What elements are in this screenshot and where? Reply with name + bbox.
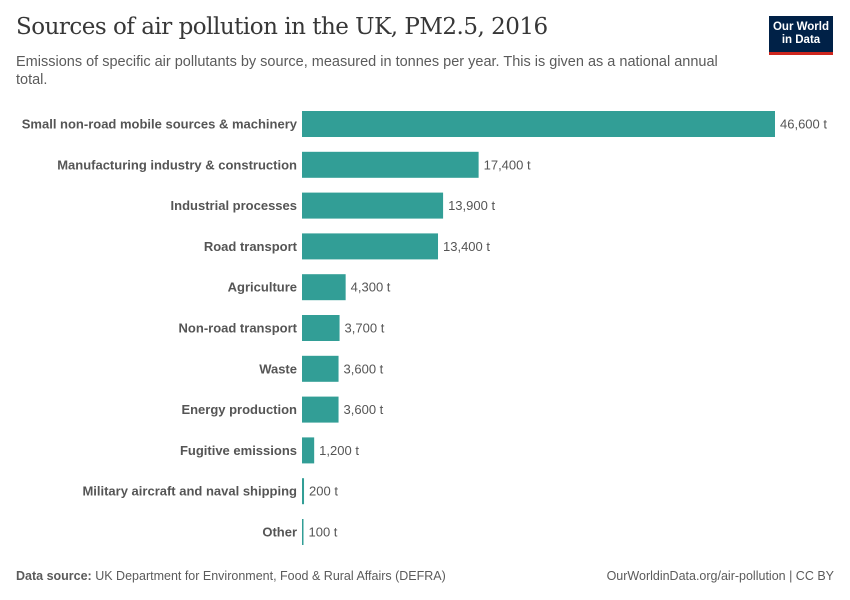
bar-3[interactable] [302,233,439,260]
chart-subtitle: Emissions of specific air pollutants by … [16,54,718,88]
value-label: 46,600 t [780,117,827,132]
value-label: 3,600 t [344,361,384,376]
logo-line1: Our World [772,21,829,33]
value-label: 100 t [309,525,338,540]
category-label: Energy production [181,402,297,417]
category-label: Waste [259,361,297,376]
bar-7[interactable] [302,396,339,423]
category-label: Non-road transport [179,321,298,336]
value-label: 1,200 t [319,443,359,458]
source-label: Data source: [16,569,92,583]
source-url[interactable]: OurWorldinData.org/air-pollution | CC BY [606,569,834,583]
category-label: Manufacturing industry & construction [57,157,297,172]
value-label: 3,700 t [345,321,385,336]
bar-2[interactable] [302,192,444,219]
value-label: 17,400 t [484,157,531,172]
value-label: 3,600 t [344,402,384,417]
category-label: Fugitive emissions [180,443,297,458]
source-text: UK Department for Environment, Food & Ru… [95,569,446,583]
bar-6[interactable] [302,355,339,382]
owid-logo[interactable]: Our World in Data [769,16,833,55]
value-label: 13,900 t [448,198,495,213]
category-label: Agriculture [228,280,297,295]
bar-1[interactable] [302,151,479,178]
chart-title: Sources of air pollution in the UK, PM2.… [16,14,548,40]
category-label: Other [262,525,297,540]
category-label: Small non-road mobile sources & machiner… [22,117,298,132]
bar-9[interactable] [302,478,305,505]
logo-line2: in Data [781,34,821,46]
category-label: Industrial processes [171,198,297,213]
bar-0[interactable] [302,111,775,137]
value-label: 13,400 t [443,239,490,254]
category-label: Military aircraft and naval shipping [82,484,297,499]
category-label: Road transport [204,239,298,254]
bar-4[interactable] [302,274,346,301]
value-label: 200 t [309,484,338,499]
data-source: Data source: UK Department for Environme… [16,569,446,583]
value-label: 4,300 t [351,280,391,295]
bar-8[interactable] [302,437,315,464]
bar-10[interactable] [302,519,304,545]
bar-5[interactable] [302,315,340,341]
